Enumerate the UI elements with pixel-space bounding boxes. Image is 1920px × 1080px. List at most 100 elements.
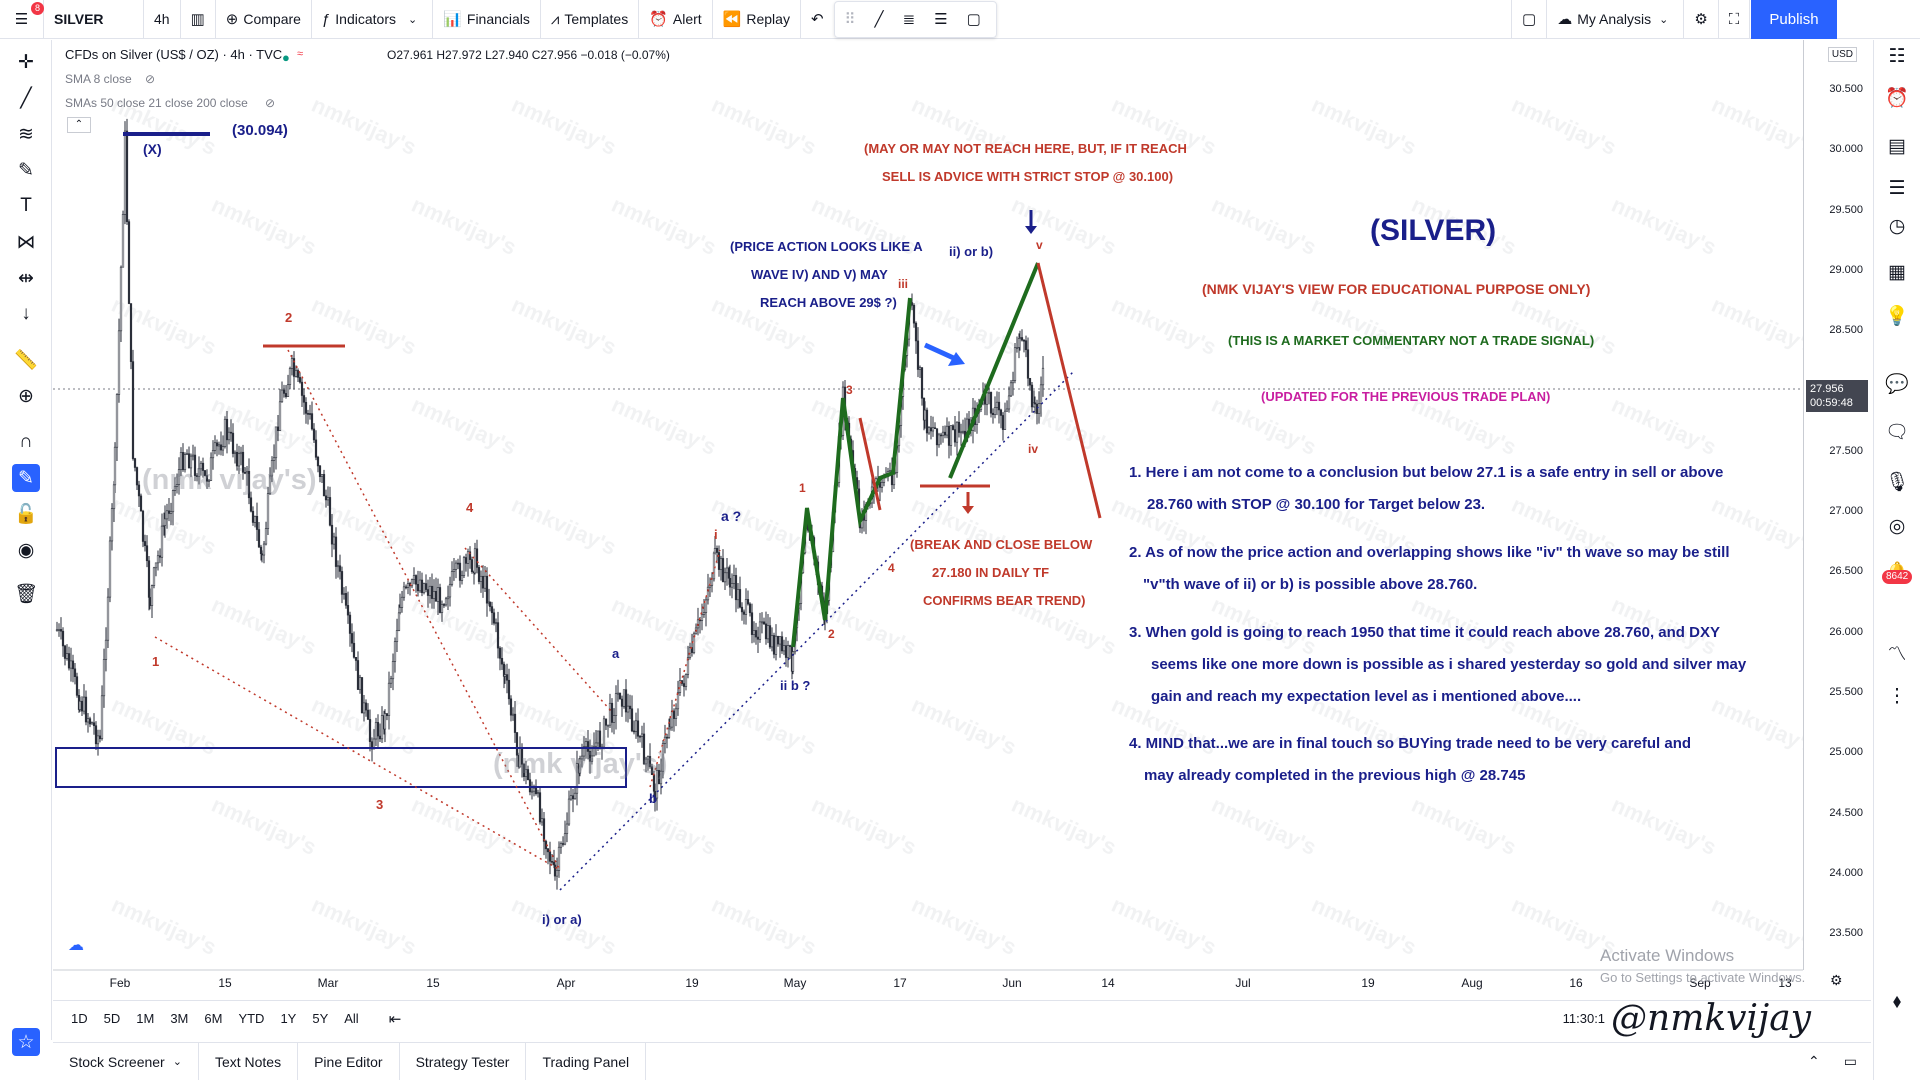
square-icon: ▢ <box>1522 11 1537 28</box>
candle-body <box>642 733 646 765</box>
collapse-legend-icon[interactable]: ⌃ <box>67 117 91 133</box>
tab-pine-editor[interactable]: Pine Editor <box>298 1042 400 1080</box>
streams-icon[interactable]: 🎙 <box>1884 472 1910 493</box>
instrument-title[interactable]: CFDs on Silver (US$ / OZ) · 4h · TVC <box>65 47 283 62</box>
tab-text-notes[interactable]: Text Notes <box>199 1042 299 1080</box>
publish-button[interactable]: Publish <box>1751 0 1837 39</box>
ideas-bulb-icon[interactable]: 💡 <box>1885 306 1909 327</box>
price-tick: 23.500 <box>1829 927 1863 940</box>
candle-body <box>569 795 573 800</box>
bottom-panel-tabs: Stock Screener ⌄ Text Notes Pine Editor S… <box>53 1042 1871 1080</box>
range-button[interactable]: 3M <box>170 1011 189 1026</box>
undo-button[interactable]: ↶ <box>801 0 834 39</box>
candle-body <box>92 722 96 727</box>
maximize-panel-icon[interactable]: ▭ <box>1843 1053 1857 1069</box>
trash-icon[interactable]: 🗑 <box>13 584 39 605</box>
gear-icon: ⚙ <box>1694 11 1708 28</box>
crosshair-icon[interactable]: ✛ <box>18 51 34 73</box>
candle-body <box>104 639 108 660</box>
dom-icon[interactable]: ⬧ <box>1892 991 1902 1012</box>
candle-body <box>296 370 300 378</box>
price-chart[interactable]: nmkvijay's nmkvijay's nmkvijay's nmkvijay's… <box>53 40 1871 1000</box>
calendar-clock-icon[interactable]: ◷ <box>1888 215 1906 237</box>
tab-stock-screener[interactable]: Stock Screener ⌄ <box>53 1042 199 1080</box>
hide-eye-icon[interactable]: ⊘ <box>265 96 276 110</box>
rectangle-tool-icon[interactable]: ▢ <box>966 11 981 28</box>
data-window-icon[interactable]: ▤ <box>1888 135 1906 157</box>
candle-body <box>402 586 406 598</box>
financials-button[interactable]: 📊 Financials <box>433 0 541 39</box>
candle-body <box>578 758 582 774</box>
smas-legend[interactable]: SMAs 50 close 21 close 200 close <box>65 96 248 110</box>
object-tree-icon[interactable]: ⋮ <box>1887 685 1907 707</box>
hotlist-icon[interactable]: ☰ <box>1888 177 1906 199</box>
prediction-tool-icon[interactable]: ⇹ <box>18 267 34 289</box>
range-button[interactable]: 1D <box>71 1011 88 1026</box>
calendar-icon[interactable]: ▦ <box>1888 261 1906 283</box>
sma-legend[interactable]: SMA 8 close <box>65 72 132 86</box>
interval-button[interactable]: 4h <box>144 0 181 39</box>
range-button[interactable]: All <box>344 1011 359 1026</box>
range-button[interactable]: 1Y <box>280 1011 297 1026</box>
compare-button[interactable]: ⊕ Compare <box>216 0 312 39</box>
candle-body <box>255 515 259 530</box>
tab-trading-panel[interactable]: Trading Panel <box>526 1042 647 1080</box>
candle-body <box>306 413 310 415</box>
trend-line-icon[interactable]: ╱ <box>874 11 884 28</box>
favorites-star-icon[interactable]: ☆ <box>12 1028 40 1056</box>
candle-body <box>939 434 943 437</box>
indicators-button[interactable]: ƒ Indicators ⌄ <box>312 0 434 39</box>
messages-icon[interactable]: 🗨 <box>1884 422 1910 443</box>
range-button[interactable]: 5Y <box>312 1011 329 1026</box>
symbol-search-button[interactable]: SILVER <box>44 0 144 39</box>
goto-date-icon[interactable]: ⇤ <box>388 1010 402 1028</box>
layout-name-button[interactable]: ☁ My Analysis ⌄ <box>1547 0 1685 39</box>
arrow-down-tool-icon[interactable]: ↓ <box>21 303 31 324</box>
chart-settings-gear-icon[interactable]: ⚙ <box>1830 972 1843 988</box>
candle-body <box>264 528 268 545</box>
drag-handle-icon[interactable]: ⠿ <box>844 11 856 28</box>
candle-body <box>953 429 957 443</box>
chart-type-button[interactable]: ▥ <box>181 0 216 39</box>
price-tick: 26.000 <box>1829 625 1863 638</box>
pattern-tool-icon[interactable]: ⋈ <box>16 231 36 253</box>
fullscreen-button[interactable]: ⛶ <box>1719 0 1751 39</box>
price-scale[interactable]: USD 30.500 30.000 29.500 29.000 28.500 27.500… <box>1803 40 1871 970</box>
watchlist-icon[interactable]: ☷ <box>1888 45 1906 67</box>
lock-icon[interactable]: 🔓 <box>14 504 38 525</box>
range-button[interactable]: YTD <box>238 1011 265 1026</box>
order-panel-icon[interactable]: 〽 <box>1887 643 1907 665</box>
select-layout-button[interactable]: ▢ <box>1511 0 1548 39</box>
parallel-channel-icon[interactable]: ☰ <box>934 11 948 28</box>
fib-retracement-icon[interactable]: ≋ <box>18 123 34 145</box>
candle-body <box>241 451 245 473</box>
alert-button[interactable]: ⏰ Alert <box>639 0 713 39</box>
hide-eye-icon[interactable]: ⊘ <box>145 72 156 86</box>
candle-body <box>650 766 654 775</box>
magnet-icon[interactable]: ∩ <box>19 431 33 452</box>
brush-icon[interactable]: ✎ <box>18 159 34 181</box>
candle-body <box>674 708 678 719</box>
alerts-clock-icon[interactable]: ⏰ <box>1885 88 1909 109</box>
live-stream-icon[interactable]: ◎ <box>1888 515 1906 537</box>
settings-button[interactable]: ⚙ <box>1684 0 1719 39</box>
candle-body <box>418 579 422 592</box>
clock-label[interactable]: 11:30:1 <box>1562 1011 1606 1026</box>
range-button[interactable]: 1M <box>136 1011 155 1026</box>
range-button[interactable]: 5D <box>103 1011 121 1026</box>
trend-line-tool-icon[interactable]: ╱ <box>20 87 32 109</box>
templates-button[interactable]: ⩘ Templates <box>541 0 640 39</box>
replay-button[interactable]: ⏪ Replay <box>713 0 801 39</box>
candle-body <box>721 558 725 583</box>
text-tool-icon[interactable]: T <box>20 195 32 216</box>
ruler-icon[interactable]: 📏 <box>14 350 38 371</box>
zoom-in-icon[interactable]: ⊕ <box>18 385 34 407</box>
eye-icon[interactable]: ◉ <box>17 539 35 561</box>
range-button[interactable]: 6M <box>204 1011 223 1026</box>
stay-in-drawing-mode-icon[interactable]: ✎ <box>12 464 40 492</box>
main-menu-button[interactable]: ☰ 8 <box>0 0 45 39</box>
collapse-panel-icon[interactable]: ⌃ <box>1808 1053 1820 1069</box>
chat-icon[interactable]: 💬 <box>1885 374 1909 395</box>
tab-strategy-tester[interactable]: Strategy Tester <box>400 1042 527 1080</box>
fib-icon[interactable]: ≣ <box>902 11 916 28</box>
